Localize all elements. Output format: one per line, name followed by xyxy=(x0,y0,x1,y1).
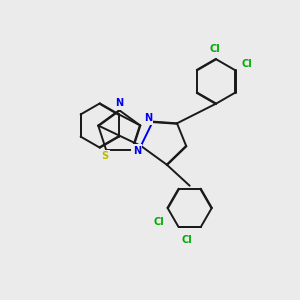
Text: N: N xyxy=(133,146,141,156)
Text: Cl: Cl xyxy=(242,59,252,69)
Text: N: N xyxy=(115,98,123,109)
Text: Cl: Cl xyxy=(209,44,220,54)
Text: Cl: Cl xyxy=(154,217,164,227)
Text: N: N xyxy=(144,113,152,123)
Text: Cl: Cl xyxy=(182,235,192,245)
Text: S: S xyxy=(101,151,109,161)
